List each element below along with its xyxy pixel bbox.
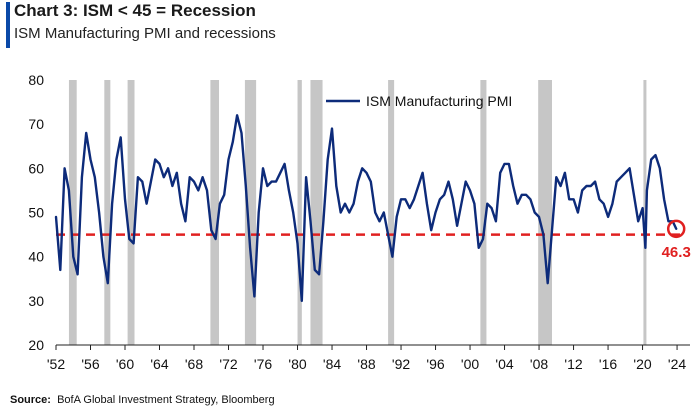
- x-tick-label: '88: [357, 356, 375, 372]
- x-tick-label: '84: [323, 356, 341, 372]
- source-label: Source:: [10, 394, 51, 406]
- x-tick-label: '64: [150, 356, 168, 372]
- x-tick-label: '04: [495, 356, 513, 372]
- x-tick-label: '76: [254, 356, 272, 372]
- recession-bar-5: [297, 80, 302, 345]
- recession-bar-4: [244, 80, 257, 345]
- x-tick-label: '20: [633, 356, 651, 372]
- series-layer: [54, 114, 678, 302]
- chart-title: Chart 3: ISM < 45 = Recession: [14, 1, 256, 20]
- recession-bar-10: [643, 80, 647, 345]
- y-tick-label: 30: [28, 293, 44, 309]
- x-tick-label: '24: [668, 356, 686, 372]
- recession-bar-2: [127, 80, 135, 345]
- x-tick-label: '92: [392, 356, 410, 372]
- recession-bar-1: [104, 80, 111, 345]
- x-tick-label: '16: [599, 356, 617, 372]
- latest-value-label: 46.3: [662, 244, 691, 261]
- series-line-0: [54, 114, 678, 302]
- x-tick-label: '60: [116, 356, 134, 372]
- x-tick-label: '56: [81, 356, 99, 372]
- pmi-chart: 20 30 40 50 60 70 80 '52 '56 '60 '64 '68 '72 '76 '80 '8…: [28, 72, 691, 372]
- legend-label: ISM Manufacturing PMI: [366, 93, 512, 109]
- y-tick-label: 20: [28, 337, 44, 353]
- x-tick-label: '52: [47, 356, 65, 372]
- y-tick-label: 80: [28, 72, 44, 88]
- x-tick-label: '08: [530, 356, 548, 372]
- x-tick-label: '96: [426, 356, 444, 372]
- x-tick-label: '68: [185, 356, 203, 372]
- recession-bar-6: [310, 80, 323, 345]
- x-tick-label: '80: [288, 356, 306, 372]
- recession-bars: [68, 80, 647, 345]
- annotation-group: 46.3: [662, 219, 691, 261]
- x-tick-label: '00: [461, 356, 479, 372]
- y-tick-label: 70: [28, 116, 44, 132]
- legend: ISM Manufacturing PMI: [326, 93, 512, 109]
- chart-subtitle: ISM Manufacturing PMI and recessions: [14, 25, 276, 42]
- y-tick-label: 50: [28, 205, 44, 221]
- latest-value-circle: [666, 219, 686, 239]
- recession-bar-7: [388, 80, 395, 345]
- recession-bar-3: [210, 80, 220, 345]
- source-note: Source: BofA Global Investment Strategy,…: [10, 394, 275, 406]
- x-tick-label: '12: [564, 356, 582, 372]
- axes: 20 30 40 50 60 70 80 '52 '56 '60 '64 '68 '72 '76 '80 '8…: [28, 72, 690, 372]
- recession-bar-0: [68, 80, 77, 345]
- recession-bar-9: [538, 80, 552, 345]
- recession-bar-8: [480, 80, 487, 345]
- title-accent-bar: [6, 2, 10, 48]
- source-text: BofA Global Investment Strategy, Bloombe…: [57, 394, 275, 406]
- y-tick-label: 60: [28, 160, 44, 176]
- x-tick-label: '72: [219, 356, 237, 372]
- y-tick-label: 40: [28, 249, 44, 265]
